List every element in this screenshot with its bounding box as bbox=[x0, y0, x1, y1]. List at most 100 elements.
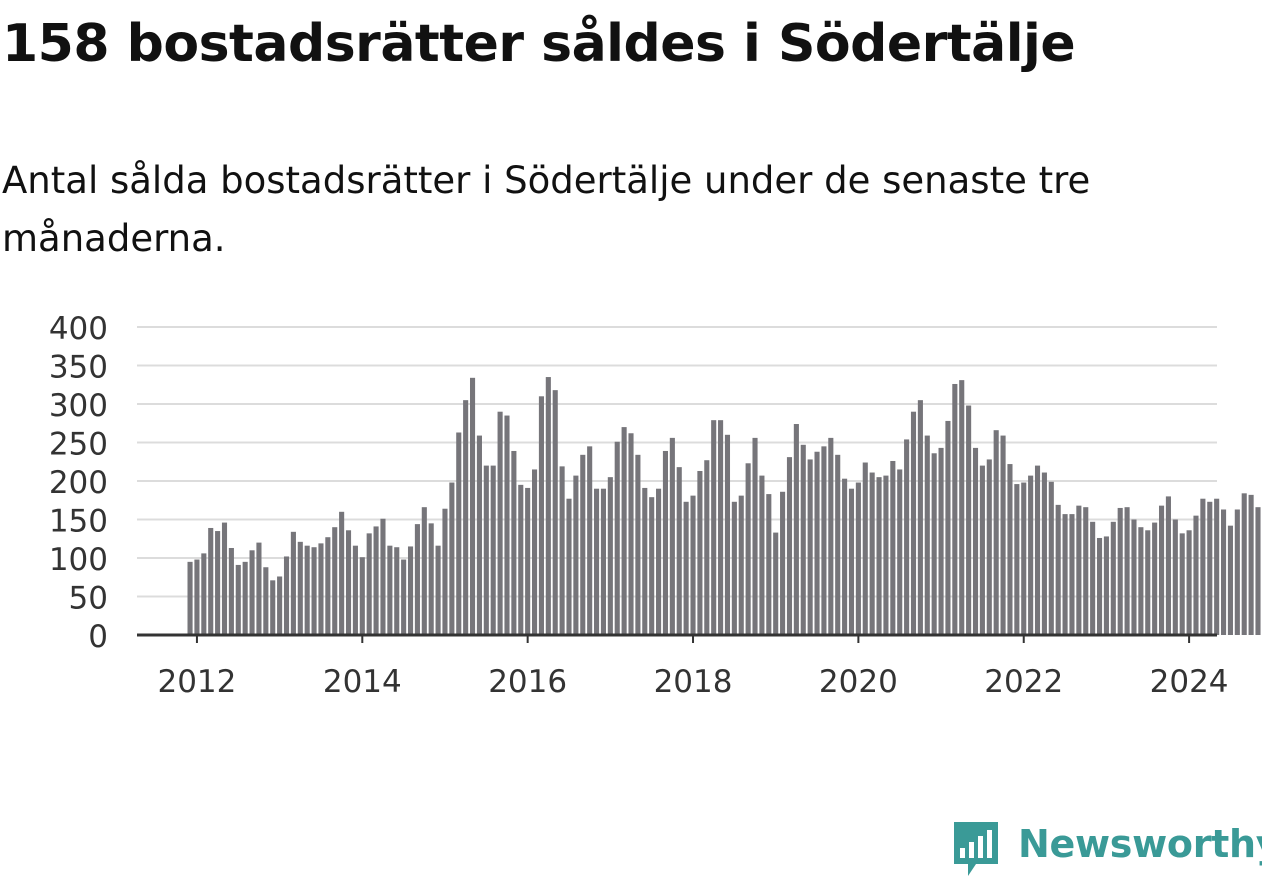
bar bbox=[367, 533, 372, 635]
bar bbox=[284, 556, 289, 635]
bar bbox=[897, 469, 902, 635]
bar bbox=[539, 396, 544, 635]
bar bbox=[463, 400, 468, 635]
bar bbox=[518, 485, 523, 635]
x-tick-label: 2022 bbox=[984, 664, 1063, 700]
bar bbox=[1180, 533, 1185, 635]
bar bbox=[628, 433, 633, 635]
bar bbox=[256, 543, 261, 635]
bar bbox=[808, 459, 813, 635]
bar bbox=[1021, 483, 1026, 635]
bar bbox=[380, 519, 385, 635]
bar bbox=[1056, 505, 1061, 635]
bar bbox=[635, 455, 640, 635]
bar bbox=[670, 438, 675, 635]
bar bbox=[1014, 484, 1019, 635]
bar bbox=[1207, 502, 1212, 635]
bar bbox=[952, 384, 957, 635]
bar bbox=[422, 507, 427, 635]
bar bbox=[1221, 509, 1226, 635]
bar bbox=[601, 489, 606, 635]
bar bbox=[1145, 530, 1150, 635]
bar bbox=[904, 439, 909, 635]
bar bbox=[849, 489, 854, 635]
bar bbox=[532, 469, 537, 635]
bar bbox=[1063, 514, 1068, 635]
x-tick-label: 2024 bbox=[1150, 664, 1229, 700]
bar bbox=[801, 445, 806, 635]
y-tick-label: 0 bbox=[88, 619, 108, 655]
bar bbox=[608, 477, 613, 635]
bar bbox=[1111, 522, 1116, 635]
bar bbox=[973, 448, 978, 635]
bar bbox=[553, 390, 558, 635]
bar bbox=[1083, 507, 1088, 635]
bar bbox=[387, 546, 392, 635]
bar bbox=[780, 492, 785, 635]
bar bbox=[739, 496, 744, 635]
bar bbox=[835, 455, 840, 635]
bar bbox=[1255, 507, 1260, 635]
bar bbox=[987, 459, 992, 635]
bar bbox=[994, 430, 999, 635]
bar bbox=[890, 461, 895, 635]
chart-subtitle: Antal sålda bostadsrätter i Södertälje u… bbox=[2, 152, 1260, 268]
y-tick-label: 150 bbox=[49, 504, 108, 540]
bar bbox=[787, 457, 792, 635]
bar bbox=[773, 533, 778, 635]
bar bbox=[684, 502, 689, 635]
bar bbox=[491, 466, 496, 635]
bar bbox=[883, 476, 888, 635]
bar bbox=[1042, 473, 1047, 635]
bar bbox=[470, 378, 475, 635]
bar bbox=[1193, 516, 1198, 635]
bar bbox=[594, 489, 599, 635]
bar bbox=[1249, 495, 1254, 635]
bar bbox=[456, 432, 461, 635]
x-tick-label: 2012 bbox=[157, 664, 236, 700]
bar bbox=[911, 412, 916, 635]
bar bbox=[656, 489, 661, 635]
bar bbox=[560, 466, 565, 635]
bar bbox=[1076, 506, 1081, 635]
bar bbox=[408, 546, 413, 635]
bar bbox=[222, 523, 227, 635]
bar bbox=[759, 476, 764, 635]
bar bbox=[587, 446, 592, 635]
x-tick-label: 2018 bbox=[654, 664, 733, 700]
bar bbox=[236, 565, 241, 635]
bar bbox=[980, 466, 985, 635]
x-tick-label: 2016 bbox=[488, 664, 567, 700]
bar bbox=[677, 467, 682, 635]
bar bbox=[436, 546, 441, 635]
bar bbox=[1187, 530, 1192, 635]
bar bbox=[580, 455, 585, 635]
bar bbox=[732, 502, 737, 635]
bar bbox=[1173, 520, 1178, 636]
bar bbox=[649, 497, 654, 635]
bar bbox=[746, 463, 751, 635]
bar bbox=[615, 442, 620, 635]
bar bbox=[794, 424, 799, 635]
bar bbox=[663, 451, 668, 635]
bar bbox=[939, 448, 944, 635]
bar bbox=[360, 557, 365, 635]
bar bbox=[291, 532, 296, 635]
bar bbox=[642, 488, 647, 635]
bar bbox=[870, 473, 875, 635]
bar bbox=[814, 452, 819, 635]
bar bbox=[201, 553, 206, 635]
bar bbox=[401, 560, 406, 635]
bar bbox=[622, 427, 627, 635]
bar bbox=[1166, 496, 1171, 635]
bar bbox=[484, 466, 489, 635]
bar bbox=[305, 546, 310, 635]
bar bbox=[243, 562, 248, 635]
bar bbox=[1242, 493, 1247, 635]
bar bbox=[1125, 507, 1130, 635]
bar bbox=[525, 488, 530, 635]
bar bbox=[1001, 436, 1006, 635]
y-tick-label: 200 bbox=[49, 465, 108, 501]
